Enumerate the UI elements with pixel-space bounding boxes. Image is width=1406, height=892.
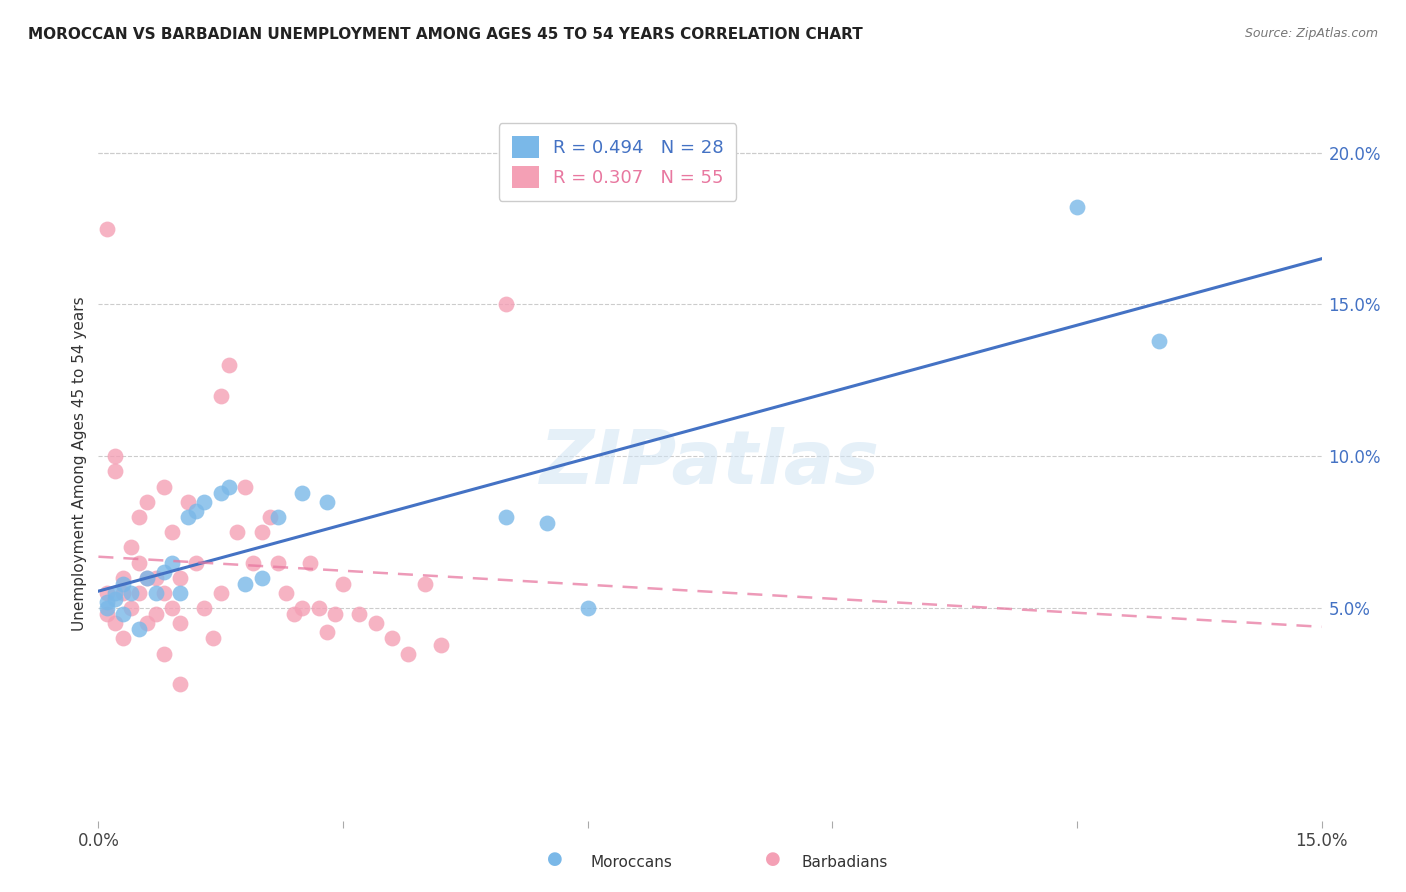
Point	[291, 601, 314, 615]
Point	[136, 495, 159, 509]
Point	[323, 607, 346, 622]
Point	[250, 525, 273, 540]
Point	[104, 449, 127, 463]
Point	[291, 485, 314, 500]
Point	[233, 480, 256, 494]
Point	[226, 525, 249, 540]
Point	[193, 495, 215, 509]
Point	[299, 556, 322, 570]
Point	[169, 571, 191, 585]
Point	[96, 221, 118, 235]
Point	[145, 607, 167, 622]
Point	[128, 510, 150, 524]
Text: ●: ●	[765, 850, 780, 868]
Point	[576, 601, 599, 615]
Point	[152, 647, 174, 661]
Point	[111, 571, 134, 585]
Point	[177, 510, 200, 524]
Point	[242, 556, 264, 570]
Point	[495, 510, 517, 524]
Point	[259, 510, 281, 524]
Point	[96, 601, 118, 615]
Point	[209, 586, 232, 600]
Point	[169, 586, 191, 600]
Text: Source: ZipAtlas.com: Source: ZipAtlas.com	[1244, 27, 1378, 40]
Point	[218, 480, 240, 494]
Point	[120, 541, 142, 555]
Point	[209, 485, 232, 500]
Point	[152, 565, 174, 579]
Point	[267, 556, 290, 570]
Text: ●: ●	[547, 850, 562, 868]
Point	[145, 586, 167, 600]
Point	[111, 632, 134, 646]
Point	[209, 388, 232, 402]
Point	[1066, 200, 1088, 214]
Point	[169, 677, 191, 691]
Point	[495, 297, 517, 311]
Point	[104, 616, 127, 631]
Point	[186, 556, 208, 570]
Point	[152, 586, 174, 600]
Point	[136, 616, 159, 631]
Point	[250, 571, 273, 585]
Point	[145, 571, 167, 585]
Point	[128, 586, 150, 600]
Point	[315, 625, 337, 640]
Point	[160, 556, 183, 570]
Point	[104, 586, 127, 600]
Point	[1147, 334, 1170, 348]
Text: ZIPatlas: ZIPatlas	[540, 427, 880, 500]
Point	[152, 480, 174, 494]
Text: Moroccans: Moroccans	[591, 855, 672, 870]
Point	[136, 571, 159, 585]
Point	[396, 647, 419, 661]
Point	[283, 607, 305, 622]
Point	[111, 576, 134, 591]
Y-axis label: Unemployment Among Ages 45 to 54 years: Unemployment Among Ages 45 to 54 years	[72, 296, 87, 632]
Point	[364, 616, 387, 631]
Point	[218, 358, 240, 372]
Legend: R = 0.494   N = 28, R = 0.307   N = 55: R = 0.494 N = 28, R = 0.307 N = 55	[499, 123, 737, 201]
Point	[128, 623, 150, 637]
Point	[177, 495, 200, 509]
Point	[349, 607, 371, 622]
Point	[332, 576, 354, 591]
Point	[96, 595, 118, 609]
Point	[104, 465, 127, 479]
Point	[96, 607, 118, 622]
Point	[169, 616, 191, 631]
Point	[308, 601, 330, 615]
Point	[413, 576, 436, 591]
Point	[104, 591, 127, 606]
Text: Barbadians: Barbadians	[801, 855, 887, 870]
Point	[315, 495, 337, 509]
Point	[536, 516, 558, 530]
Point	[193, 601, 215, 615]
Point	[267, 510, 290, 524]
Point	[430, 638, 453, 652]
Text: MOROCCAN VS BARBADIAN UNEMPLOYMENT AMONG AGES 45 TO 54 YEARS CORRELATION CHART: MOROCCAN VS BARBADIAN UNEMPLOYMENT AMONG…	[28, 27, 863, 42]
Point	[274, 586, 297, 600]
Point	[233, 576, 256, 591]
Point	[128, 556, 150, 570]
Point	[186, 504, 208, 518]
Point	[136, 571, 159, 585]
Point	[201, 632, 224, 646]
Point	[160, 601, 183, 615]
Point	[120, 601, 142, 615]
Point	[96, 586, 118, 600]
Point	[160, 525, 183, 540]
Point	[381, 632, 404, 646]
Point	[111, 586, 134, 600]
Point	[120, 586, 142, 600]
Point	[111, 607, 134, 622]
